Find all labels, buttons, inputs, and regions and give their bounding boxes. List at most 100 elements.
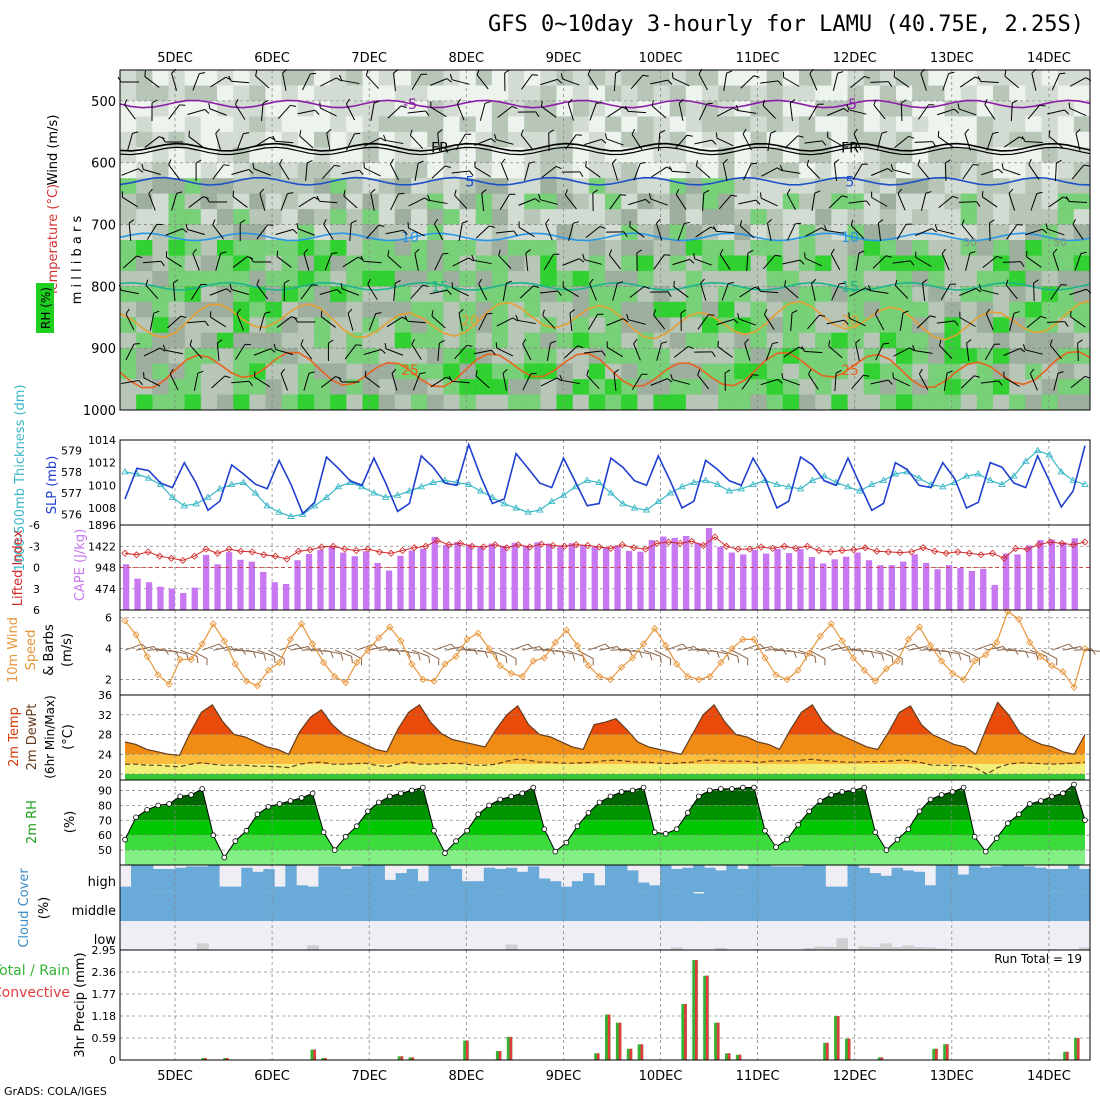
rh-cell [297,379,315,396]
wind-speed-marker [375,634,383,642]
wind-barb-shaft [1031,73,1037,91]
wind-barb [678,98,684,121]
rh-cell [200,332,218,349]
rh-cell [524,317,541,334]
cape-bar [145,582,153,610]
rh-cell [976,255,994,272]
li-marker [954,548,962,556]
rh-cell [508,240,525,256]
ylabel-rh: RH (%) [39,287,53,329]
wind-barb-flag [866,200,871,206]
wind-barb [735,104,757,114]
rh-cell [669,332,687,349]
rh-cell [524,131,541,148]
wind-barb [478,278,488,301]
thickness-marker [725,487,734,494]
rh-cell [912,85,929,102]
rh2m-marker [530,784,537,791]
rh-cell [136,317,153,334]
wind-barb-shaft [385,348,404,356]
thickness-marker [773,480,781,488]
wind-speed-marker [286,635,295,644]
rh-cell [718,70,735,86]
rh-cell [281,394,299,411]
wind-speed-marker [761,654,769,662]
wind-barb-flag [511,105,518,110]
wind-barb-flag [208,102,211,109]
rh-cell [637,193,654,210]
wind-barb-flag [205,196,210,203]
wind-barb [717,107,739,117]
rh2m-marker [563,839,570,846]
wind-barb-flag [520,129,524,136]
rh-cell [217,332,234,349]
wind-barb-flag [1025,651,1029,658]
wind-barb [605,231,628,238]
rh-cell [621,162,638,179]
wind-barb-flag [465,133,472,135]
rh-cell [249,317,266,334]
wind-barb-flag [1036,191,1043,194]
rh-cell [766,332,784,349]
wind-barb-flag [767,218,773,224]
wind-barb-shaft [411,649,429,657]
rh-cell [297,131,315,148]
wind-barb-shaft [301,648,320,651]
rh-cell [362,379,380,396]
wind-barb-flag [992,131,999,134]
wind-speed-marker [441,660,449,668]
cloud-bar-high [605,865,617,892]
wind-barb-shaft [698,103,708,121]
wind-barb [141,163,161,175]
wind-barb-shaft [496,317,514,327]
wind-barb-shaft [741,374,753,390]
wind-barb-shaft [808,374,819,390]
y-tick-label-rh2m: 50 [98,844,112,857]
rh-cell [411,116,428,133]
cloud-bar-middle [748,892,760,921]
rh-cell [200,255,218,272]
wind-barb-flag [656,218,661,224]
wind-barb-shaft [920,73,927,91]
wind-barb-shaft [915,228,933,236]
rh-cell [556,178,574,195]
wind-speed-marker [331,672,339,681]
wind-barb-flag [1004,70,1007,77]
li-marker [329,542,337,550]
rh-cell [896,379,913,396]
rh-cell [1057,116,1075,133]
wind-barb [657,129,666,152]
rh-cell [896,394,913,411]
rh-cell [136,100,153,117]
rh-cell [572,332,590,349]
wind-speed-marker [617,663,626,671]
wind-barb [564,189,577,210]
wind-barb-shaft [870,379,889,385]
rh-cell [265,363,283,380]
rh-cell [847,317,865,334]
rh-cell [653,193,671,210]
rh-cell [685,116,703,133]
wind-barb-shaft [253,168,271,176]
wind-barb-shaft [922,283,926,301]
wind-speed-marker [1037,652,1045,661]
wind-barb-flag [391,368,397,374]
rh-cell [685,348,703,365]
wind-barb [327,339,334,361]
wind-barb-10m [842,648,864,655]
wind-speed-marker [794,666,802,674]
wind-barb-shaft [984,343,995,361]
rh-cell [508,224,525,241]
wind-barb-flag [145,279,149,286]
rh-cell [782,301,800,318]
rh-cell [928,286,945,303]
wind-barb [1001,163,1021,176]
wind-barb-shaft [918,373,929,391]
rh-cell [960,85,978,102]
wind-barb [121,379,144,386]
wind-barb-shaft [763,254,776,270]
rh-cell [637,70,654,86]
cloud-bar-high [891,867,903,892]
wind-barb-flag [821,227,827,232]
rh-cell [330,286,347,303]
